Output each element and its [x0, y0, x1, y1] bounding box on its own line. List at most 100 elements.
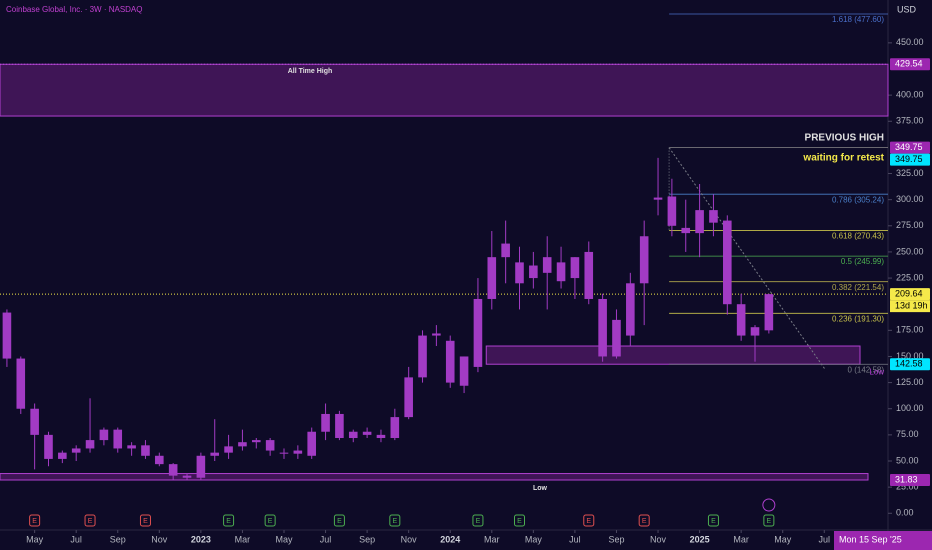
x-tick-label: 2024 [440, 534, 460, 544]
x-tick-label: 2025 [690, 534, 710, 544]
earnings-marker [264, 514, 276, 527]
candle-body [307, 431, 316, 456]
candle-body [750, 327, 760, 336]
earnings-label: E [88, 518, 93, 525]
candle-body [626, 283, 635, 336]
candle-body [16, 358, 26, 409]
x-tick-label: Nov [151, 534, 168, 544]
fib-low-label: Low [869, 367, 884, 376]
candle-body [127, 445, 136, 449]
zone [485, 345, 861, 365]
prev-high-label: PREVIOUS HIGH [805, 132, 884, 143]
earnings-next [762, 498, 776, 512]
candle-body [736, 304, 746, 336]
candle-body [196, 455, 206, 478]
x-tick-label: Jul [320, 534, 332, 544]
y-tick-label: 225.00 [896, 272, 924, 282]
fib-label: 0.5 (245.99) [841, 257, 884, 266]
candle-body [251, 440, 261, 443]
x-tick-label: Sep [608, 534, 624, 544]
y-tick-label: 175.00 [896, 325, 924, 335]
candle-body [487, 257, 497, 299]
earnings-marker [472, 514, 484, 527]
price-badge-label: 142.58 [895, 359, 923, 369]
x-tick-label: May [26, 534, 44, 544]
chart-title: Coinbase Global, Inc. · 3W · NASDAQ [6, 5, 143, 14]
candle-body [44, 434, 53, 459]
y-tick-label: 25.00 [896, 482, 919, 492]
candle-body [432, 333, 441, 336]
x-tick-label: May [525, 534, 543, 544]
fib-label: 0.786 (305.24) [832, 195, 884, 204]
candle-body [681, 227, 691, 234]
earnings-label: E [143, 518, 148, 525]
candle-body [58, 452, 67, 459]
prev-high-note: waiting for retest [802, 152, 884, 163]
y-tick-label: 125.00 [896, 377, 924, 387]
price-badge-label: 349.75 [895, 142, 923, 152]
candle-body [709, 210, 718, 223]
fib-label: 0.236 (191.30) [832, 314, 884, 323]
price-badge [890, 153, 930, 166]
fib-label: 0.382 (221.54) [832, 283, 884, 292]
zone-label: Low [533, 485, 548, 492]
x-tick-label: Sep [110, 534, 126, 544]
x-tick-label: Nov [401, 534, 418, 544]
earnings-label: E [476, 518, 481, 525]
candle-body [723, 220, 732, 305]
x-tick-label: 2023 [191, 534, 211, 544]
earnings-label: E [392, 518, 397, 525]
earnings-label: E [767, 518, 772, 525]
candle-body [542, 257, 552, 273]
fib-trend [668, 147, 826, 370]
y-tick-label: 50.00 [896, 455, 919, 465]
candle-body [418, 335, 427, 378]
earnings-marker [389, 514, 401, 527]
earnings-label: E [337, 518, 342, 525]
earnings-marker [84, 514, 96, 527]
earnings-label: E [268, 518, 273, 525]
candle-body [404, 377, 413, 418]
candle-body [348, 431, 358, 439]
earnings-marker [638, 514, 650, 527]
candle-body [168, 464, 178, 476]
earnings-marker [514, 514, 526, 527]
y-tick-label: 275.00 [896, 220, 924, 230]
fib-label: 1.618 (477.60) [832, 15, 884, 24]
candle-body [390, 417, 400, 439]
price-badge-label: 31.83 [895, 474, 918, 484]
zone-label: All Time High [288, 68, 333, 75]
x-tick-label: May [774, 534, 792, 544]
y-tick-label: 400.00 [896, 90, 924, 100]
zone [0, 473, 869, 481]
y-tick-label: 250.00 [896, 246, 924, 256]
candle-body [2, 312, 12, 359]
currency: USD [897, 4, 917, 14]
candle-body [293, 450, 303, 454]
candle-body [556, 262, 566, 282]
price-badge-label: 429.54 [895, 59, 923, 69]
earnings-label: E [642, 518, 647, 525]
earnings-label: E [226, 518, 231, 525]
price-badge [890, 141, 930, 154]
x-tick-label: Jul [569, 534, 581, 544]
y-tick-label: 100.00 [896, 403, 924, 413]
candle-body [265, 440, 275, 451]
earnings-marker [583, 514, 595, 527]
countdown: 13d 19h [895, 300, 928, 310]
candle-body [210, 452, 220, 456]
earnings-label: E [586, 518, 591, 525]
earnings-label: E [517, 518, 522, 525]
candle-body [584, 251, 594, 299]
candle-body [764, 294, 774, 331]
x-tick-label: May [275, 534, 293, 544]
y-tick-label: 150.00 [896, 351, 924, 361]
earnings-label: E [32, 518, 37, 525]
candle-body [362, 431, 372, 435]
earnings-marker [707, 514, 719, 527]
candle-body [71, 448, 81, 453]
x-tick-label: Mar [733, 534, 749, 544]
price-badge-label: 209.64 [895, 288, 923, 298]
date-badge-label: Mon 15 Sep '25 [839, 534, 902, 544]
